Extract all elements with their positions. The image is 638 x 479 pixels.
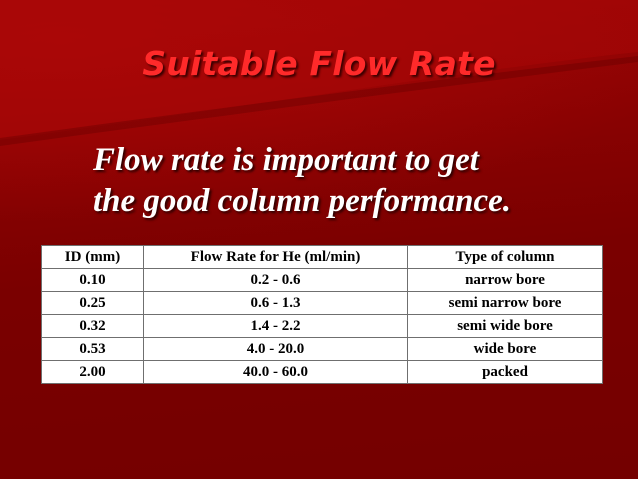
cell-flow-rate: 4.0 - 20.0 bbox=[143, 337, 408, 361]
table-row: 0.10 0.2 - 0.6 narrow bore bbox=[41, 268, 603, 292]
header-flow-rate: Flow Rate for He (ml/min) bbox=[143, 245, 408, 269]
cell-column-type: packed bbox=[407, 360, 603, 384]
cell-flow-rate: 1.4 - 2.2 bbox=[143, 314, 408, 338]
table-header-row: ID (mm) Flow Rate for He (ml/min) Type o… bbox=[41, 245, 603, 269]
cell-id: 0.25 bbox=[41, 291, 144, 315]
cell-column-type: semi wide bore bbox=[407, 314, 603, 338]
subtitle-line-2: the good column performance. bbox=[93, 183, 511, 219]
cell-flow-rate: 0.6 - 1.3 bbox=[143, 291, 408, 315]
table-row: 0.53 4.0 - 20.0 wide bore bbox=[41, 337, 603, 361]
slide-title: Suitable Flow Rate bbox=[142, 44, 496, 83]
cell-column-type: wide bore bbox=[407, 337, 603, 361]
cell-column-type: narrow bore bbox=[407, 268, 603, 292]
flow-rate-table: ID (mm) Flow Rate for He (ml/min) Type o… bbox=[41, 245, 603, 384]
cell-id: 0.32 bbox=[41, 314, 144, 338]
cell-flow-rate: 40.0 - 60.0 bbox=[143, 360, 408, 384]
table-row: 2.00 40.0 - 60.0 packed bbox=[41, 360, 603, 384]
table-row: 0.25 0.6 - 1.3 semi narrow bore bbox=[41, 291, 603, 315]
table-row: 0.32 1.4 - 2.2 semi wide bore bbox=[41, 314, 603, 338]
slide-subtitle: Flow rate is important to get the good c… bbox=[93, 140, 613, 222]
cell-id: 0.53 bbox=[41, 337, 144, 361]
cell-flow-rate: 0.2 - 0.6 bbox=[143, 268, 408, 292]
cell-column-type: semi narrow bore bbox=[407, 291, 603, 315]
subtitle-line-1: Flow rate is important to get bbox=[93, 142, 479, 178]
header-id: ID (mm) bbox=[41, 245, 144, 269]
cell-id: 0.10 bbox=[41, 268, 144, 292]
cell-id: 2.00 bbox=[41, 360, 144, 384]
header-column-type: Type of column bbox=[407, 245, 603, 269]
